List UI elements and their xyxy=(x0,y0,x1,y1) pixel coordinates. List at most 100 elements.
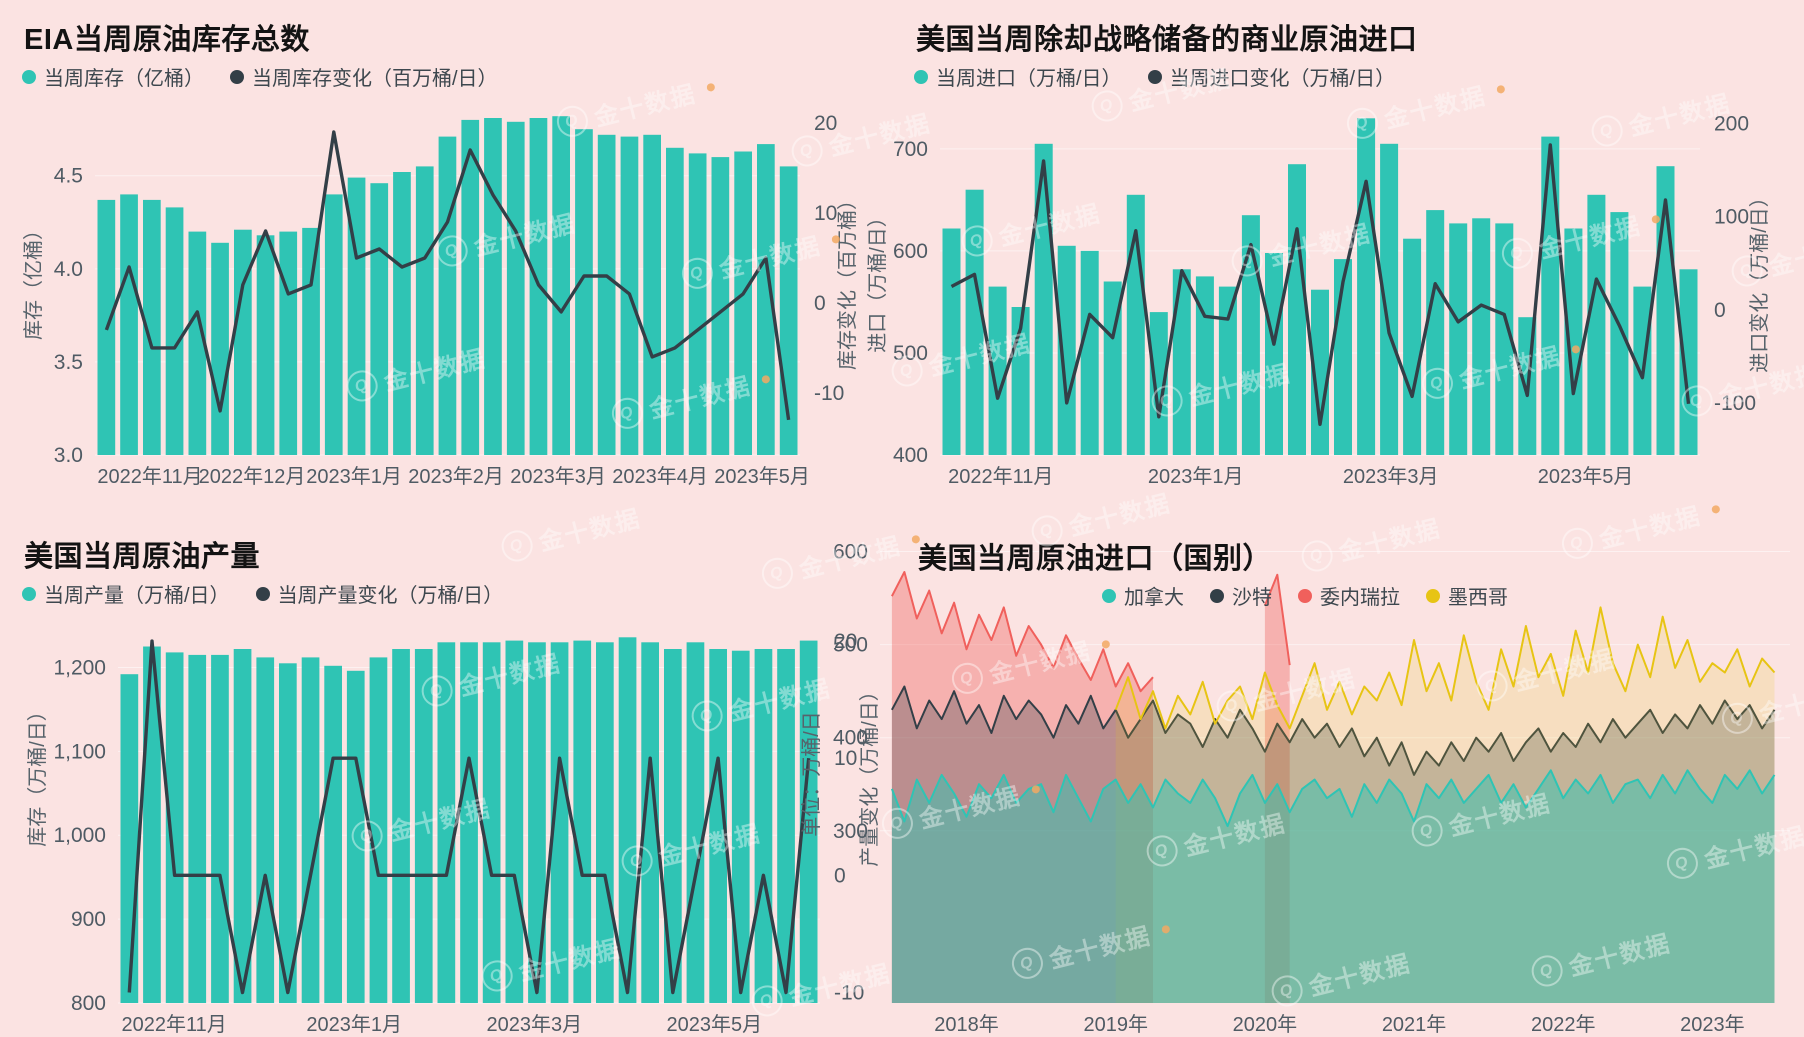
svg-text:1,000: 1,000 xyxy=(53,824,106,847)
svg-text:3.5: 3.5 xyxy=(54,351,83,374)
legend-color-dot xyxy=(22,586,36,601)
svg-text:2021年: 2021年 xyxy=(1382,1013,1447,1036)
legend-label: 当周库存（亿桶） xyxy=(44,68,204,90)
legend-item[interactable]: 加拿大 xyxy=(1102,581,1184,610)
svg-text:4.5: 4.5 xyxy=(54,165,83,188)
svg-text:300: 300 xyxy=(833,820,868,843)
svg-text:400: 400 xyxy=(893,444,928,467)
svg-text:2023年3月: 2023年3月 xyxy=(1343,465,1439,488)
svg-text:2023年3月: 2023年3月 xyxy=(486,1013,582,1036)
svg-text:3.0: 3.0 xyxy=(54,444,83,467)
legend-color-dot xyxy=(230,69,244,84)
legend-item[interactable]: 当周库存（亿桶） xyxy=(22,62,204,91)
bars-group xyxy=(97,116,798,456)
chart-legend: 当周进口（万桶/日） 当周进口变化（万桶/日） xyxy=(914,62,1395,91)
legend-label: 委内瑞拉 xyxy=(1320,587,1400,609)
legend-color-dot xyxy=(1210,588,1224,603)
change-line xyxy=(127,639,811,995)
change-line xyxy=(104,130,791,421)
legend-label: 当周库存变化（百万桶/日） xyxy=(252,68,498,90)
chart-plot: 2018年 2019年 2020年 2021年 2022年 2023年 600 500 400 3… xyxy=(800,541,1790,1036)
chart-title: 美国当周除却战略储备的商业原油进口 xyxy=(916,24,1418,56)
legend-color-dot xyxy=(255,586,270,601)
svg-text:500: 500 xyxy=(893,342,928,365)
legend-color-dot xyxy=(1102,588,1116,603)
svg-text:100: 100 xyxy=(1714,206,1749,229)
chart-us-production: 美国当周原油产量 当周产量（万桶/日） 当周产量变化（万桶/日） 20 10 0 -10… xyxy=(0,519,900,1037)
chart-title: 美国当周原油进口（国别） xyxy=(918,543,1273,575)
svg-text:2018年: 2018年 xyxy=(934,1013,999,1036)
legend-item[interactable]: 当周进口变化（万桶/日） xyxy=(1147,62,1395,91)
svg-text:2022年11月: 2022年11月 xyxy=(97,465,202,488)
svg-text:400: 400 xyxy=(833,727,868,750)
svg-text:2020年: 2020年 xyxy=(1233,1013,1298,1036)
svg-text:0: 0 xyxy=(834,864,846,887)
svg-text:0: 0 xyxy=(1714,299,1726,322)
svg-text:进口变化（万桶/日）: 进口变化（万桶/日） xyxy=(1748,187,1771,373)
change-line xyxy=(950,143,1691,426)
chart-commercial-imports: 美国当周除却战略储备的商业原油进口 当周进口（万桶/日） 当周进口变化（万桶/日）… xyxy=(860,0,1804,519)
legend-color-dot xyxy=(1147,69,1162,84)
legend-item[interactable]: 当周进口（万桶/日） xyxy=(914,62,1122,91)
legend-color-dot xyxy=(914,69,928,84)
svg-text:2023年5月: 2023年5月 xyxy=(714,465,810,488)
svg-text:单位：万桶/日: 单位：万桶/日 xyxy=(800,711,823,837)
legend-item[interactable]: 委内瑞拉 xyxy=(1298,581,1400,610)
legend-item[interactable]: 墨西哥 xyxy=(1426,581,1508,610)
legend-item[interactable]: 沙特 xyxy=(1210,581,1272,610)
legend-item[interactable]: 当周产量变化（万桶/日） xyxy=(255,579,504,608)
legend-color-dot xyxy=(1298,588,1312,603)
svg-text:产量变化（万桶/日）: 产量变化（万桶/日） xyxy=(858,681,881,867)
chart-title: EIA当周原油库存总数 xyxy=(24,24,310,56)
svg-text:-10: -10 xyxy=(814,382,844,405)
svg-text:200: 200 xyxy=(1714,113,1749,136)
svg-text:1,100: 1,100 xyxy=(53,740,106,763)
svg-text:900: 900 xyxy=(71,908,106,931)
legend-label: 墨西哥 xyxy=(1448,587,1508,609)
svg-text:2023年1月: 2023年1月 xyxy=(306,465,402,488)
svg-text:库存（亿桶）: 库存（亿桶） xyxy=(22,220,45,340)
svg-text:500: 500 xyxy=(833,634,868,657)
svg-text:2022年11月: 2022年11月 xyxy=(122,1013,227,1036)
svg-text:库存（万桶/日）: 库存（万桶/日） xyxy=(26,701,49,847)
svg-text:20: 20 xyxy=(814,112,837,135)
svg-text:2023年4月: 2023年4月 xyxy=(612,465,708,488)
chart-title: 美国当周原油产量 xyxy=(24,541,261,573)
svg-text:-100: -100 xyxy=(1714,392,1756,415)
svg-text:700: 700 xyxy=(893,138,928,161)
legend-label: 加拿大 xyxy=(1124,587,1184,609)
svg-text:2022年12月: 2022年12月 xyxy=(199,465,306,488)
legend-label: 当周产量（万桶/日） xyxy=(44,585,230,607)
svg-text:2022年11月: 2022年11月 xyxy=(948,465,1053,488)
svg-text:-10: -10 xyxy=(834,981,864,1004)
svg-text:2023年2月: 2023年2月 xyxy=(408,465,504,488)
svg-text:20: 20 xyxy=(834,630,857,653)
svg-text:1,200: 1,200 xyxy=(53,656,106,679)
legend-label: 沙特 xyxy=(1232,587,1272,609)
svg-text:600: 600 xyxy=(893,240,928,263)
chart-eia-inventory: EIA当周原油库存总数 当周库存（亿桶） 当周库存变化（百万桶/日） 20 10 0 -… xyxy=(0,0,890,519)
legend-color-dot xyxy=(1426,588,1440,603)
legend-item[interactable]: 当周库存变化（百万桶/日） xyxy=(230,62,498,91)
svg-text:2019年: 2019年 xyxy=(1083,1013,1148,1036)
chart-legend: 当周库存（亿桶） 当周库存变化（百万桶/日） xyxy=(22,62,498,91)
legend-label: 当周进口（万桶/日） xyxy=(936,68,1122,90)
svg-text:10: 10 xyxy=(814,202,837,225)
svg-text:600: 600 xyxy=(833,541,868,564)
svg-text:0: 0 xyxy=(814,292,826,315)
svg-text:2023年1月: 2023年1月 xyxy=(306,1013,402,1036)
legend-item[interactable]: 当周产量（万桶/日） xyxy=(22,579,230,608)
svg-text:2023年1月: 2023年1月 xyxy=(1148,465,1244,488)
chart-plot: 20 10 0 -10 2022年11月 2023年1月 2023年3月 2023年5月 产量变… xyxy=(26,630,881,1036)
chart-imports-by-country: 美国当周原油进口（国别） 加拿大 沙特 委内瑞拉 墨西哥 2018年 2019年 2020… xyxy=(780,519,1804,1037)
bars-group xyxy=(120,637,818,1003)
svg-text:库存变化（百万桶）: 库存变化（百万桶） xyxy=(836,190,859,370)
svg-text:4.0: 4.0 xyxy=(54,258,83,281)
svg-text:800: 800 xyxy=(71,992,106,1015)
svg-text:2023年5月: 2023年5月 xyxy=(667,1013,763,1036)
legend-label: 当周产量变化（万桶/日） xyxy=(277,585,504,607)
chart-plot: 200 100 0 -100 2022年11月 2023年1月 2023年3月 2023年5月… xyxy=(866,113,1771,488)
svg-text:2023年5月: 2023年5月 xyxy=(1538,465,1634,488)
